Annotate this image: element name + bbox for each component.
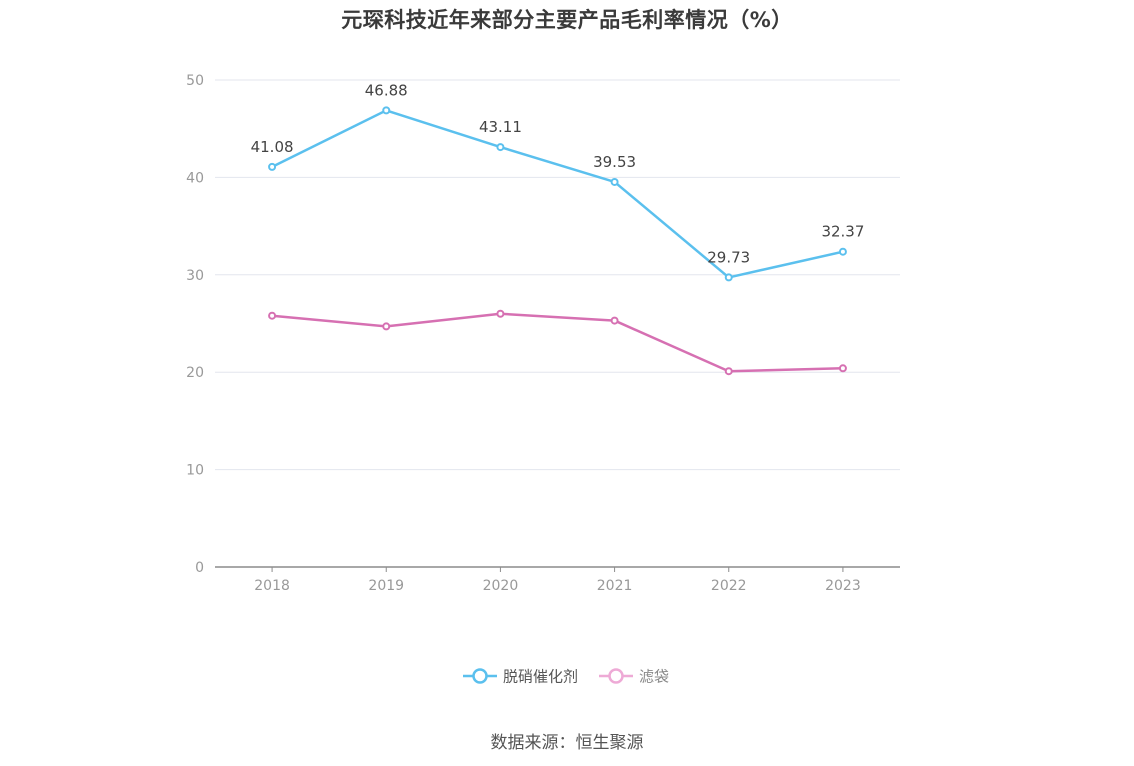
legend-label: 滤袋 [639, 668, 669, 686]
x-tick-label: 2022 [711, 578, 747, 594]
data-label: 29.73 [707, 248, 750, 266]
data-point [496, 143, 505, 152]
data-point [838, 247, 847, 256]
x-tick-label: 2018 [254, 578, 290, 594]
chart-title: 元琛科技近年来部分主要产品毛利率情况（%） [341, 8, 793, 32]
series: 41.08 46.88 43.11 39.53 29.73 32.37 [251, 81, 864, 376]
series-1: 41.08 46.88 43.11 39.53 29.73 32.37 [251, 81, 864, 282]
y-tick-label: 20 [186, 365, 204, 381]
legend: 脱硝催化剂 滤袋 [463, 668, 669, 686]
x-tick-label: 2021 [597, 578, 633, 594]
legend-item: 滤袋 [599, 668, 669, 686]
y-tick-label: 30 [186, 268, 204, 284]
data-point [496, 309, 505, 318]
series-line [271, 109, 844, 279]
legend-marker [472, 668, 488, 684]
data-point [382, 322, 391, 331]
data-point [268, 311, 277, 320]
legend-item: 脱硝催化剂 [463, 668, 578, 686]
data-label: 39.53 [593, 153, 636, 171]
data-label: 46.88 [365, 81, 408, 99]
data-point [610, 316, 619, 325]
data-point [724, 273, 733, 282]
series-line [271, 312, 843, 373]
data-label: 43.11 [479, 118, 522, 136]
data-point [382, 106, 391, 115]
y-tick-label: 40 [186, 170, 204, 186]
x-tick-label: 2019 [368, 578, 404, 594]
x-tick-label: 2023 [825, 578, 861, 594]
data-source: 数据来源：恒生聚源 [490, 733, 644, 753]
y-tick-label: 50 [186, 73, 204, 89]
data-label: 41.08 [251, 138, 294, 156]
y-tick-label: 0 [195, 560, 204, 576]
data-point [268, 162, 277, 171]
series-2 [268, 309, 847, 376]
axes: 0 10 20 30 40 50 2018 2019 2020 2021 2022 2023 [186, 73, 900, 594]
grid-lines [215, 79, 900, 471]
data-point [838, 364, 847, 373]
y-tick-label: 10 [186, 463, 204, 479]
data-point [610, 177, 619, 186]
x-tick-label: 2020 [483, 578, 519, 594]
legend-marker [608, 668, 624, 684]
data-label: 32.37 [821, 223, 864, 241]
legend-label: 脱硝催化剂 [503, 668, 578, 686]
data-point [724, 367, 733, 376]
